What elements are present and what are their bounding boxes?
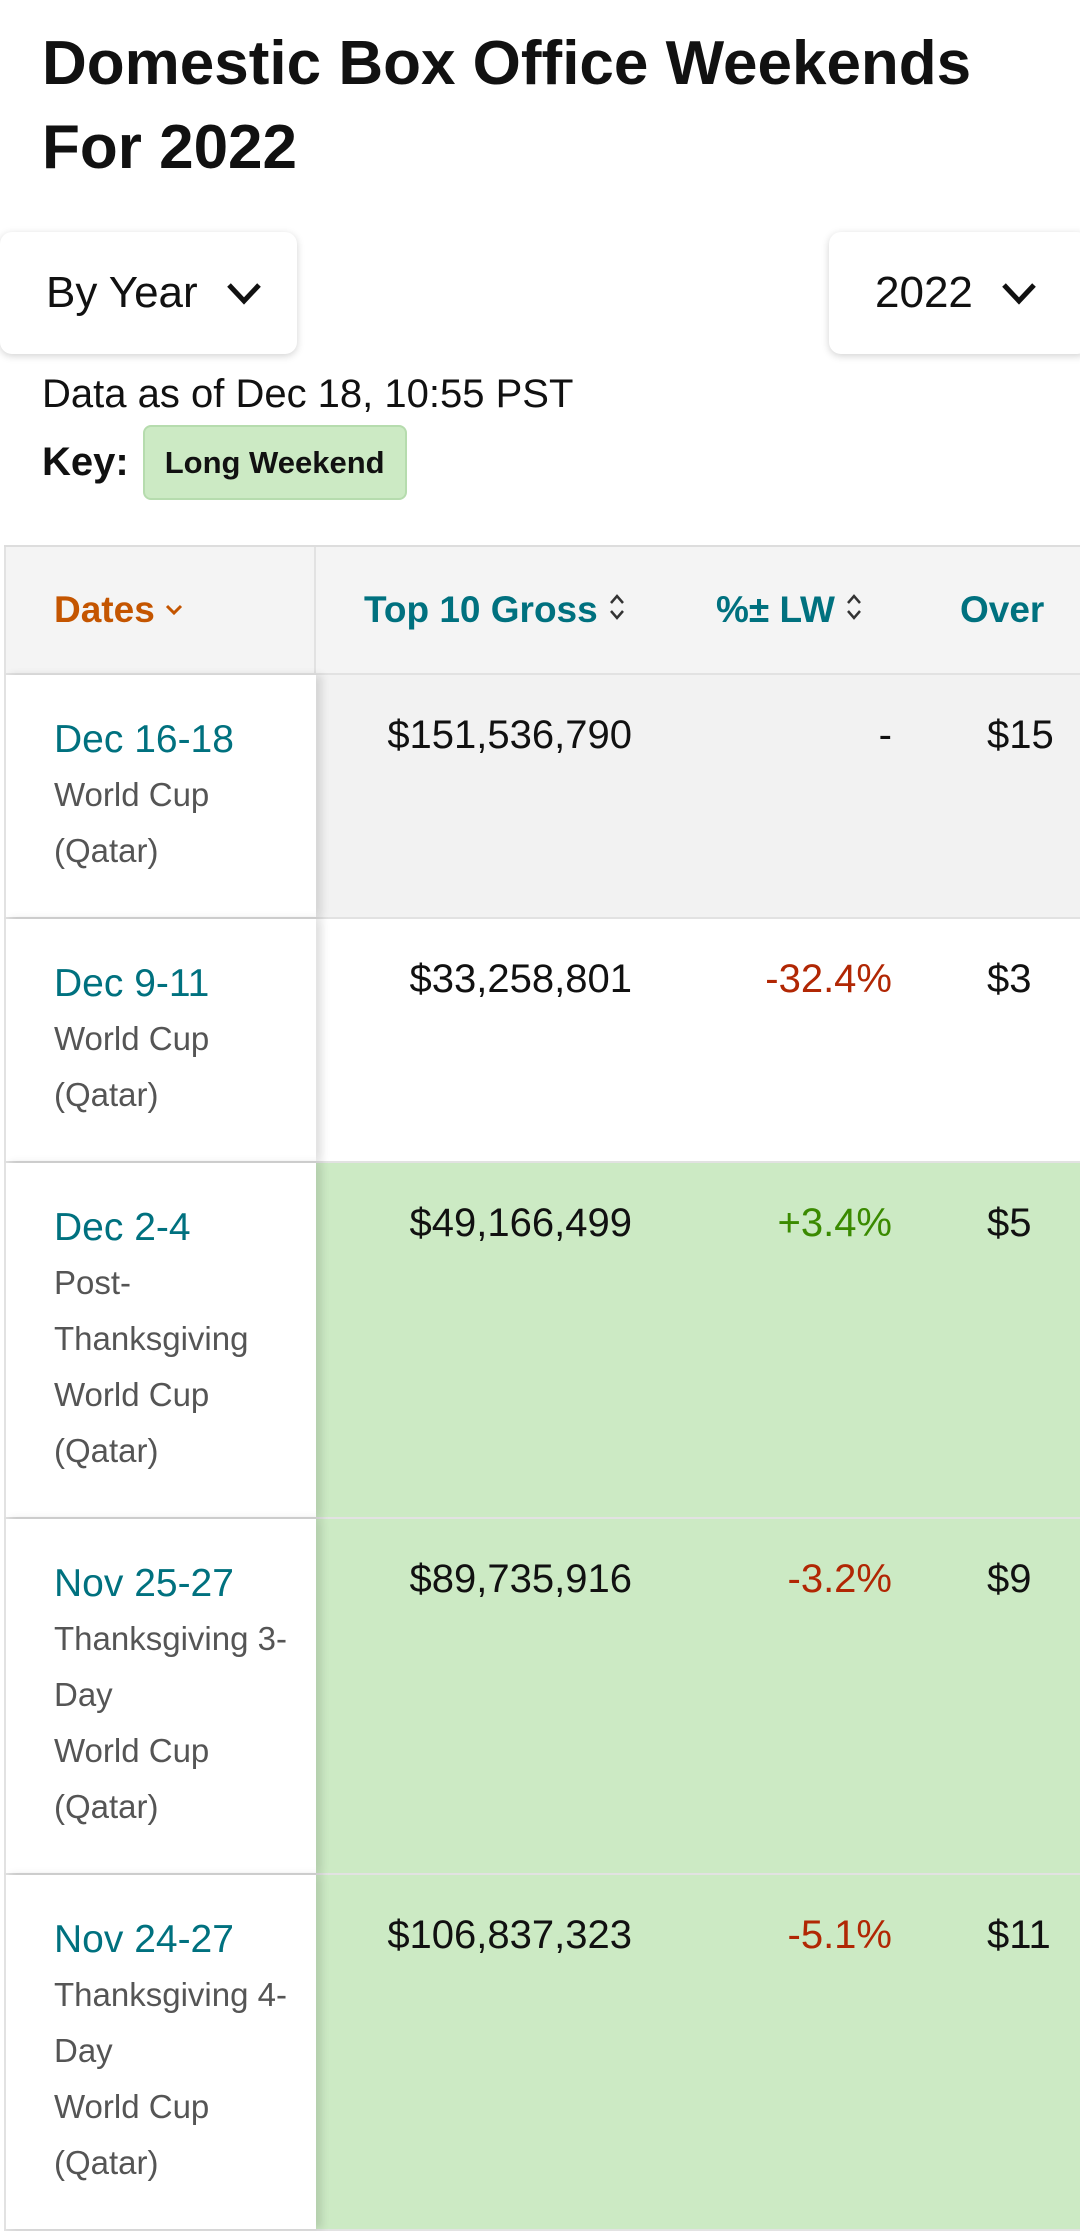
year-dropdown[interactable]: 2022 bbox=[829, 232, 1080, 354]
date-cell: Dec 9-11 World Cup (Qatar) bbox=[4, 919, 316, 1161]
dropdown-label: By Year bbox=[46, 268, 198, 317]
weekend-note: Thanksgiving 4-Day bbox=[54, 1976, 287, 2069]
weekend-note: Post-Thanksgiving bbox=[54, 1264, 249, 1357]
key-label: Key: bbox=[42, 440, 129, 484]
change-cell: -5.1% bbox=[787, 1913, 893, 1957]
change-cell: - bbox=[878, 713, 892, 757]
data-timestamp: Data as of Dec 18, 10:55 PST bbox=[42, 372, 574, 416]
chevron bbox=[1002, 283, 1036, 305]
weekend-table: Dates Top 10 Gross %± LW Over Dec 16-18 W… bbox=[4, 545, 1080, 2231]
header-label: %± LW bbox=[716, 589, 835, 630]
sort-icon bbox=[847, 594, 861, 620]
page: Domestic Box Office Weekends For 2022 By… bbox=[0, 29, 1080, 2231]
gross-cell: $49,166,499 bbox=[409, 1201, 632, 1245]
date-cell: Nov 25-27 Thanksgiving 3-Day World Cup (Qa… bbox=[4, 1519, 316, 1873]
table-row: Nov 25-27 Thanksgiving 3-Day World Cup (Qa… bbox=[4, 1519, 1080, 1875]
weekend-note: World Cup (Qatar) bbox=[54, 776, 210, 869]
sort-icon bbox=[609, 594, 624, 620]
overall-cell: $5 bbox=[987, 1201, 1032, 1245]
change-cell: +3.4% bbox=[777, 1201, 892, 1245]
overall-cell: $3 bbox=[987, 957, 1032, 1001]
period-dropdown[interactable]: By Year bbox=[0, 232, 297, 354]
dropdown-label: 2022 bbox=[875, 268, 973, 317]
date-link[interactable]: Nov 24-27 bbox=[54, 1918, 234, 1961]
table-row: Dec 2-4 Post-Thanksgiving World Cup (Qatar… bbox=[4, 1163, 1080, 1519]
overall-cell: $9 bbox=[987, 1557, 1032, 1601]
weekend-note: World Cup (Qatar) bbox=[54, 1732, 210, 1825]
weekend-note: World Cup (Qatar) bbox=[54, 2088, 210, 2181]
date-link[interactable]: Nov 25-27 bbox=[54, 1562, 234, 1605]
gross-cell: $89,735,916 bbox=[409, 1557, 632, 1601]
date-link[interactable]: Dec 16-18 bbox=[54, 718, 234, 761]
sort-header[interactable]: Over bbox=[960, 589, 1044, 631]
key: Key: Long Weekend bbox=[42, 425, 407, 500]
change-cell: -3.2% bbox=[787, 1557, 893, 1601]
change-cell: -32.4% bbox=[765, 957, 892, 1001]
date-cell: Dec 2-4 Post-Thanksgiving World Cup (Qatar… bbox=[4, 1163, 316, 1517]
sort-icon bbox=[165, 604, 182, 616]
gross-cell: $151,536,790 bbox=[387, 713, 632, 757]
sort-header[interactable]: %± LW bbox=[716, 589, 960, 631]
table-row: Dec 9-11 World Cup (Qatar) $33,258,801 -32.… bbox=[4, 919, 1080, 1163]
overall-cell: $15 bbox=[987, 713, 1054, 757]
gross-cell: $106,837,323 bbox=[387, 1913, 632, 1957]
date-cell: Nov 24-27 Thanksgiving 4-Day World Cup (Qa… bbox=[4, 1875, 316, 2229]
weekend-note: World Cup (Qatar) bbox=[54, 1020, 210, 1113]
page-title: Domestic Box Office Weekends For 2022 bbox=[42, 29, 972, 182]
table-body: Dec 16-18 World Cup (Qatar) $151,536,790 - $… bbox=[4, 675, 1080, 2231]
header-label: Top 10 Gross bbox=[364, 589, 598, 630]
date-cell: Dec 16-18 World Cup (Qatar) bbox=[4, 675, 316, 917]
sort-header[interactable]: Dates bbox=[4, 547, 316, 673]
header-label: Dates bbox=[54, 589, 155, 630]
header-label: Over bbox=[960, 589, 1045, 630]
key-badge: Long Weekend bbox=[142, 425, 407, 500]
chevron bbox=[226, 283, 261, 305]
sort-header[interactable]: Top 10 Gross bbox=[316, 589, 716, 631]
weekend-note: World Cup (Qatar) bbox=[54, 1376, 210, 1469]
table-header: Dates Top 10 Gross %± LW Over bbox=[4, 547, 1080, 675]
table-row: Dec 16-18 World Cup (Qatar) $151,536,790 - $… bbox=[4, 675, 1080, 919]
date-link[interactable]: Dec 2-4 bbox=[54, 1206, 191, 1249]
overall-cell: $11 bbox=[987, 1913, 1051, 1957]
gross-cell: $33,258,801 bbox=[409, 957, 632, 1001]
weekend-note: Thanksgiving 3-Day bbox=[54, 1620, 287, 1713]
table-row: Nov 24-27 Thanksgiving 4-Day World Cup (Qa… bbox=[4, 1875, 1080, 2231]
date-link[interactable]: Dec 9-11 bbox=[54, 962, 210, 1005]
